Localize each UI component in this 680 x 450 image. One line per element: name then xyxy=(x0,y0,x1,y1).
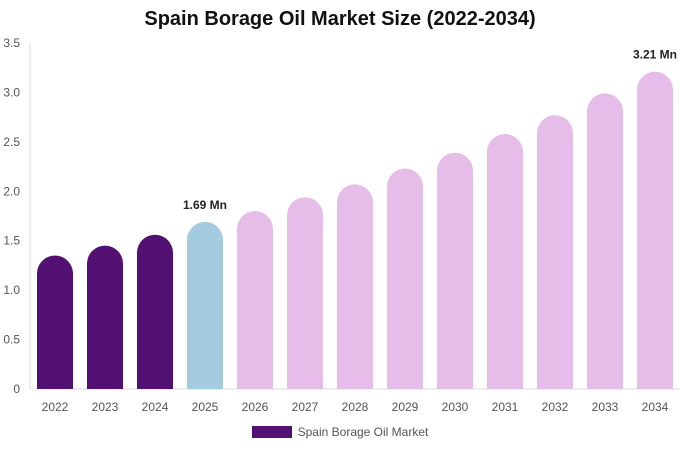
legend-label: Spain Borage Oil Market xyxy=(297,425,429,439)
x-tick-label: 2027 xyxy=(292,400,319,414)
x-tick-label: 2022 xyxy=(42,400,69,414)
chart-title: Spain Borage Oil Market Size (2022-2034) xyxy=(144,8,536,30)
bar-2030[interactable] xyxy=(437,152,473,389)
legend: Spain Borage Oil Market xyxy=(0,425,680,439)
y-tick-label: 0.5 xyxy=(3,333,20,347)
data-label: 3.21 Mn xyxy=(633,48,677,62)
y-tick-label: 3.0 xyxy=(3,85,20,99)
x-tick-label: 2032 xyxy=(542,400,569,414)
bar-2031[interactable] xyxy=(487,133,523,389)
x-tick-label: 2024 xyxy=(142,400,169,414)
y-tick-label: 1.0 xyxy=(3,283,20,297)
bar-2032[interactable] xyxy=(537,115,573,389)
bar-2033[interactable] xyxy=(587,93,623,389)
y-tick-label: 0 xyxy=(13,382,20,396)
x-tick-label: 2026 xyxy=(242,400,269,414)
y-tick-label: 2.0 xyxy=(3,184,20,198)
y-tick-label: 3.5 xyxy=(3,36,20,50)
bar-2034[interactable] xyxy=(637,71,673,389)
x-tick-label: 2030 xyxy=(442,400,469,414)
y-tick-label: 1.5 xyxy=(3,234,20,248)
bar-2028[interactable] xyxy=(337,184,373,389)
bar-2022[interactable] xyxy=(37,255,73,389)
bar-2026[interactable] xyxy=(237,211,273,389)
x-tick-label: 2023 xyxy=(92,400,119,414)
x-tick-label: 2025 xyxy=(192,400,219,414)
bar-2029[interactable] xyxy=(387,168,423,389)
x-tick-label: 2033 xyxy=(592,400,619,414)
x-tick-label: 2031 xyxy=(492,400,519,414)
x-tick-label: 2029 xyxy=(392,400,419,414)
legend-swatch xyxy=(251,426,292,438)
y-tick-label: 2.5 xyxy=(3,135,20,149)
data-label: 1.69 Mn xyxy=(183,198,227,212)
x-tick-label: 2034 xyxy=(642,400,669,414)
bar-2027[interactable] xyxy=(287,197,323,389)
bar-2025[interactable] xyxy=(187,221,223,389)
bar-2024[interactable] xyxy=(137,234,173,389)
bar-2023[interactable] xyxy=(87,245,123,389)
x-tick-label: 2028 xyxy=(342,400,369,414)
